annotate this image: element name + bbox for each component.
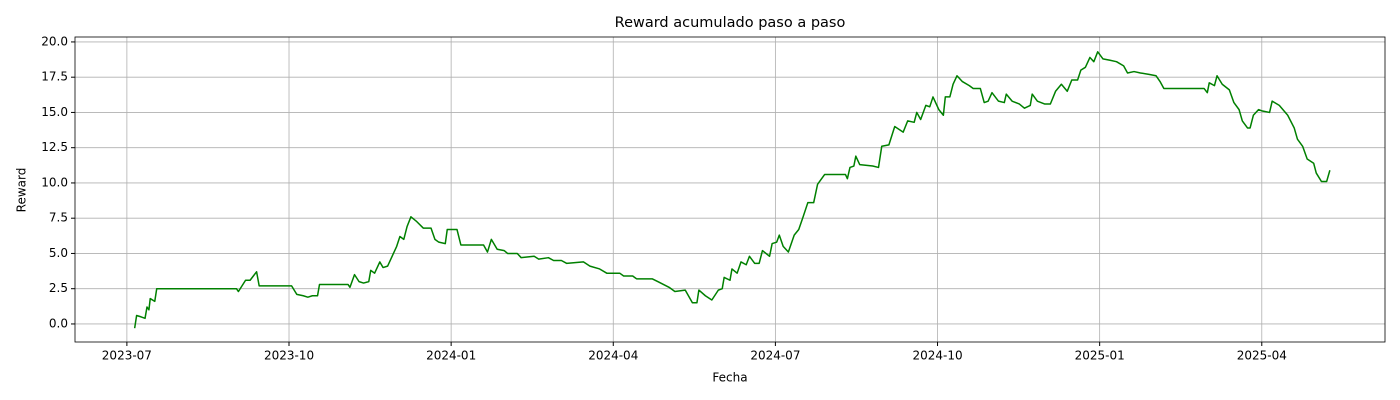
y-tick-label: 2.5 [49, 281, 68, 295]
y-tick-label: 0.0 [49, 316, 68, 330]
y-tick-label: 7.5 [49, 211, 68, 225]
y-tick-label: 5.0 [49, 246, 68, 260]
x-tick-label: 2024-04 [588, 349, 638, 363]
x-tick-label: 2024-10 [912, 349, 962, 363]
y-tick-label: 20.0 [41, 34, 68, 48]
y-tick-label: 15.0 [41, 105, 68, 119]
chart-title: Reward acumulado paso a paso [615, 15, 846, 31]
y-axis-label: Reward [15, 168, 29, 213]
x-tick-label: 2025-01 [1075, 349, 1125, 363]
x-tick-label: 2024-07 [750, 349, 800, 363]
x-axis-label: Fecha [712, 371, 747, 385]
x-tick-label: 2025-04 [1237, 349, 1287, 363]
x-tick-label: 2024-01 [426, 349, 476, 363]
y-tick-label: 12.5 [41, 140, 68, 154]
x-tick-label: 2023-10 [264, 349, 314, 363]
line [133, 51, 1331, 329]
plot-frame [74, 36, 1386, 343]
y-tick-label: 10.0 [41, 175, 68, 189]
y-tick-label: 17.5 [41, 70, 68, 84]
x-tick-label: 2023-07 [102, 349, 152, 363]
